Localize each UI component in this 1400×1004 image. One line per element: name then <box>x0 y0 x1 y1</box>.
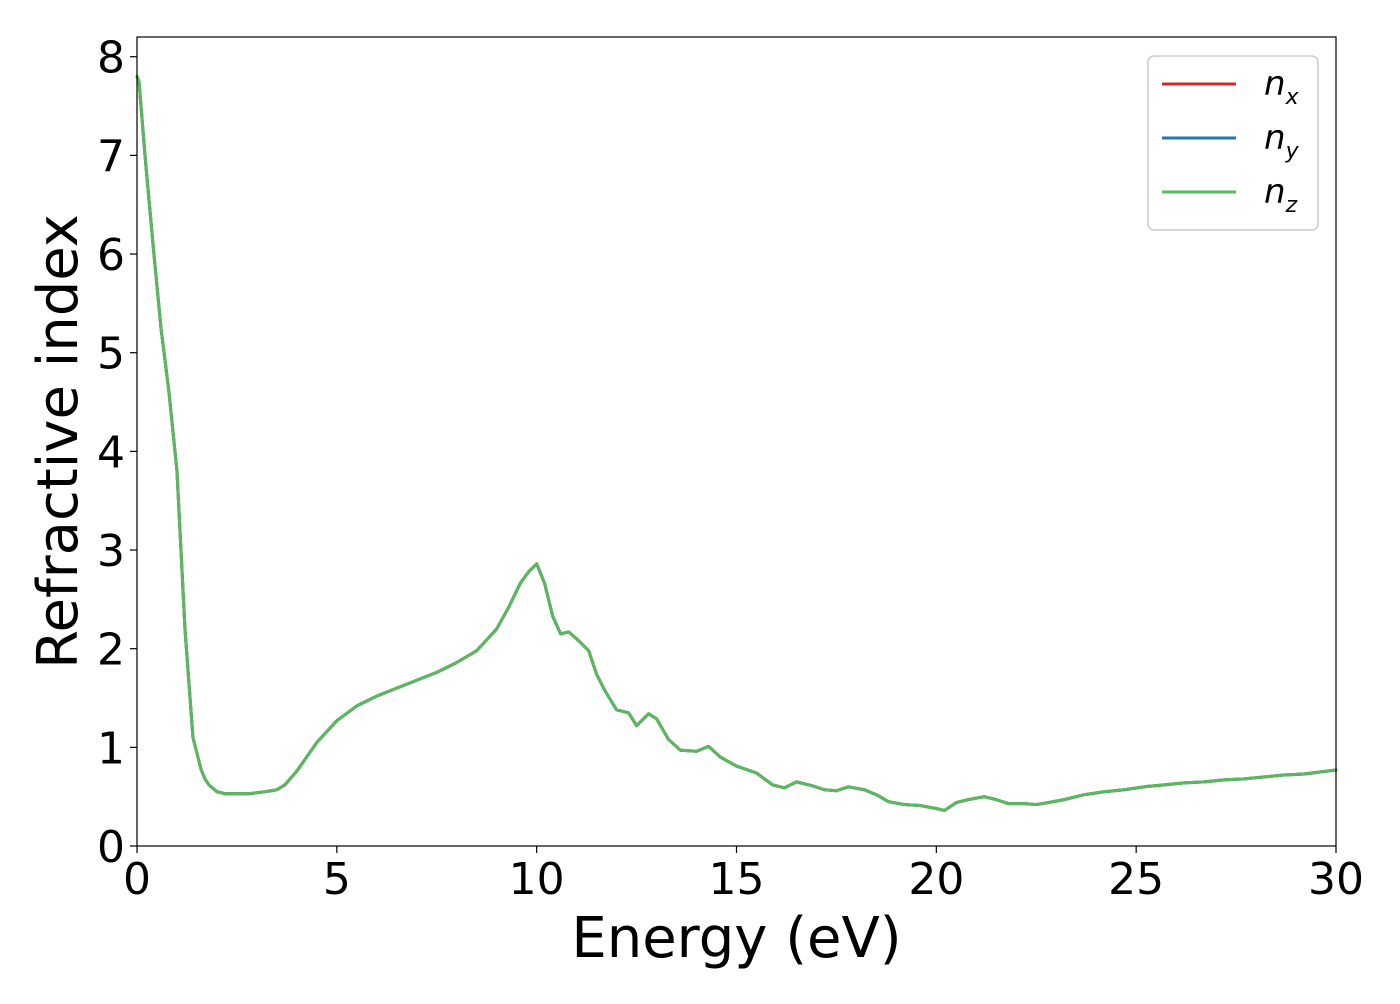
y-tick-label: 4 <box>97 427 125 478</box>
x-axis-label: Energy (eV) <box>571 906 901 971</box>
x-tick-label: 5 <box>323 854 351 905</box>
series-line-nz <box>135 74 1338 812</box>
tick-layer: 0 5 10 15 20 25 30 0 1 2 3 4 5 6 7 8 <box>97 33 1364 905</box>
y-axis-label: Refractive index <box>26 214 91 669</box>
y-tick-label: 0 <box>97 822 125 873</box>
legend-label-ny: ny <box>1264 118 1300 164</box>
x-tick-label: 15 <box>709 854 765 905</box>
legend-box <box>1147 55 1319 231</box>
x-tick-label: 25 <box>1108 854 1164 905</box>
x-tick-label: 10 <box>509 854 565 905</box>
y-tick-label: 5 <box>97 329 125 380</box>
x-tick-label: 20 <box>908 854 964 905</box>
x-tick-label: 30 <box>1308 854 1364 905</box>
x-tick-label: 0 <box>123 854 151 905</box>
y-tick-label: 2 <box>97 625 125 676</box>
series-layer <box>135 74 1338 812</box>
y-tick-label: 3 <box>97 526 125 577</box>
y-tick-label: 8 <box>97 33 125 84</box>
y-tick-label: 7 <box>97 131 125 182</box>
y-tick-label: 1 <box>97 723 125 774</box>
y-tick-label: 6 <box>97 230 125 281</box>
